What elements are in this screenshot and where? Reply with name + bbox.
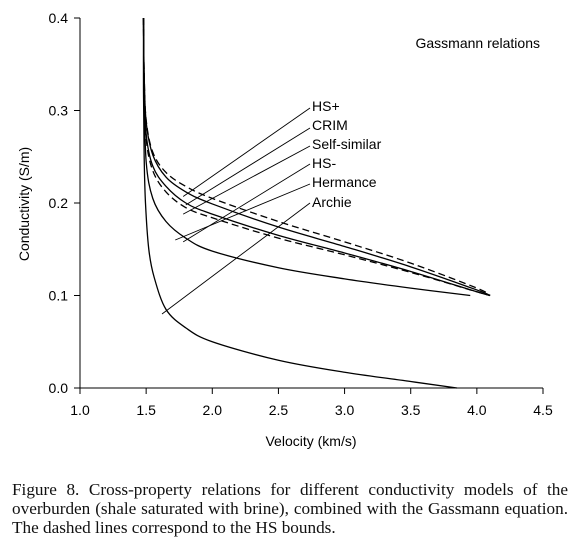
x-tick-label: 3.5 bbox=[401, 402, 421, 418]
series-label-archie: Archie bbox=[312, 194, 352, 210]
x-tick-label: 4.5 bbox=[533, 402, 553, 418]
series-line-hs bbox=[142, 17, 491, 297]
series-label-hs: HS- bbox=[312, 155, 336, 171]
x-tick-label: 2.0 bbox=[203, 402, 223, 418]
leader-line-self-similar bbox=[182, 145, 311, 215]
x-axis-label: Velocity (km/s) bbox=[265, 433, 356, 449]
x-tick-label: 4.0 bbox=[467, 402, 487, 418]
series-label-self-similar: Self-similar bbox=[312, 136, 382, 152]
x-tick-label: 2.5 bbox=[269, 402, 289, 418]
x-tick-label: 1.0 bbox=[70, 402, 90, 418]
figure-caption: Figure 8. Cross-property relations for d… bbox=[12, 480, 568, 537]
series-label-hs-plus: HS+ bbox=[312, 98, 340, 114]
x-tick-label: 1.5 bbox=[136, 402, 156, 418]
series-line-hermance bbox=[142, 17, 471, 297]
x-tick-label: 3.0 bbox=[335, 402, 355, 418]
leader-line-hs-plus bbox=[182, 107, 311, 197]
y-tick-label: 0.0 bbox=[49, 380, 69, 396]
chart-axes: 1.0 1.5 2.0 2.5 3.0 3.5 4.0 4.5 0.0 0.1 0.2 0.3 0.4 bbox=[49, 10, 553, 418]
gassmann-chart: 1.0 1.5 2.0 2.5 3.0 3.5 4.0 4.50.00.10.20.30.4 … bbox=[16, 10, 553, 449]
chart-title: Gassmann relations bbox=[415, 35, 540, 51]
y-tick-label: 0.4 bbox=[49, 10, 69, 26]
y-tick-label: 0.1 bbox=[49, 288, 69, 304]
y-tick-label: 0.2 bbox=[49, 195, 69, 211]
annotation-labels: HS+ CRIM Self-similar HS- Hermance Archie bbox=[312, 98, 382, 210]
leader-line-hermance bbox=[175, 183, 311, 241]
annotation-leaders bbox=[161, 107, 311, 315]
series-line-archie bbox=[142, 17, 458, 389]
y-axis-label: Conductivity (S/m) bbox=[16, 147, 32, 261]
series-label-crim: CRIM bbox=[312, 117, 348, 133]
series-label-hermance: Hermance bbox=[312, 174, 377, 190]
leader-line-archie bbox=[161, 202, 311, 315]
leader-line-hs bbox=[182, 163, 311, 243]
leader-line-crim bbox=[185, 127, 311, 206]
y-tick-label: 0.3 bbox=[49, 103, 69, 119]
series-line-crim bbox=[142, 17, 491, 297]
